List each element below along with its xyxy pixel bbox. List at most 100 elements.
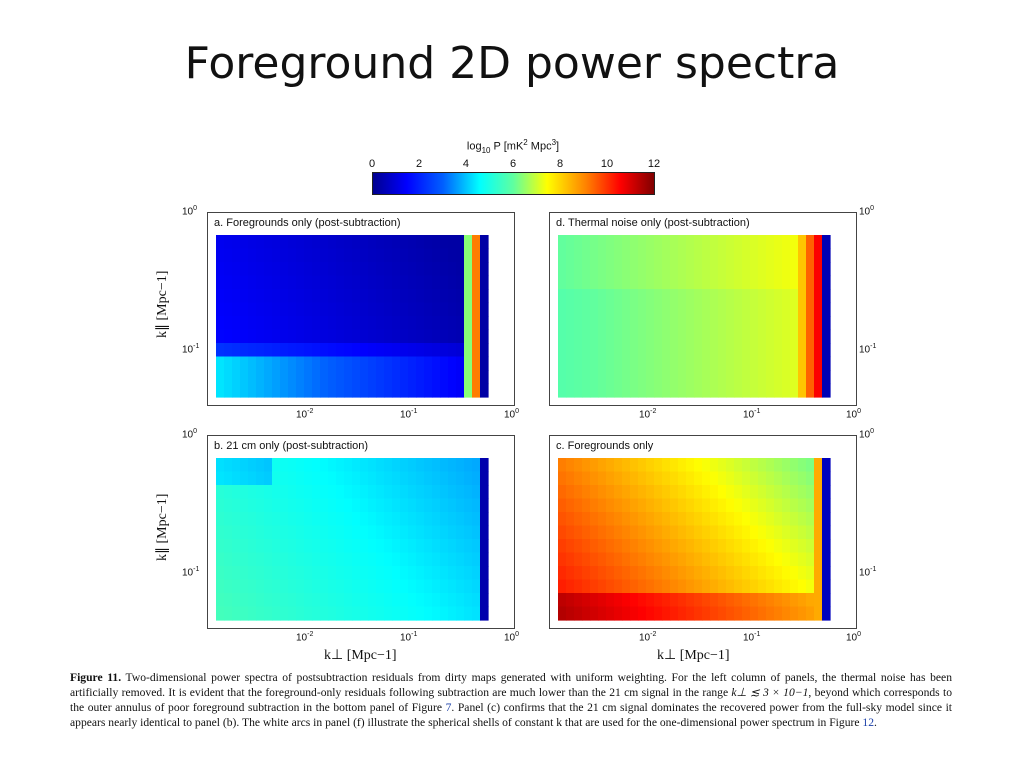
heatmap-cell (360, 316, 369, 331)
heatmap-cell (256, 525, 265, 540)
heatmap-cell (328, 329, 337, 344)
heatmap-cell (694, 552, 703, 567)
heatmap-cell (814, 606, 823, 621)
heatmap-cell (758, 275, 767, 290)
heatmap-cell (662, 471, 671, 486)
heatmap-cell (352, 498, 361, 513)
heatmap-cell (448, 525, 457, 540)
heatmap-cell (566, 539, 575, 554)
heatmap-cell (320, 235, 329, 250)
heatmap-cell (654, 383, 663, 398)
heatmap-cell (566, 275, 575, 290)
heatmap-cell (224, 370, 233, 385)
heatmap-cell (216, 458, 225, 473)
heatmap-cell (798, 383, 807, 398)
heatmap-cell (670, 248, 679, 263)
heatmap-cell (432, 316, 441, 331)
heatmap-cell (766, 552, 775, 567)
y-tick: 100 (859, 205, 875, 218)
heatmap-cell (694, 302, 703, 317)
heatmap-cell (456, 248, 465, 263)
heatmap-cell (344, 579, 353, 594)
heatmap-cell (750, 343, 759, 358)
heatmap-cell (622, 512, 631, 527)
heatmap-cell (742, 316, 751, 331)
heatmap-cell (694, 383, 703, 398)
heatmap-cell (766, 512, 775, 527)
heatmap-cell (686, 302, 695, 317)
heatmap-cell (232, 498, 241, 513)
x-tick: 100 (504, 631, 520, 644)
heatmap-cell (472, 525, 481, 540)
heatmap-cell (726, 606, 735, 621)
heatmap-cell (240, 370, 249, 385)
heatmap-cell (734, 329, 743, 344)
heatmap-cell (670, 302, 679, 317)
heatmap-cell (766, 593, 775, 608)
heatmap-cell (742, 606, 751, 621)
heatmap-cell (558, 329, 567, 344)
heatmap-cell (352, 525, 361, 540)
heatmap-cell (272, 539, 281, 554)
heatmap-cell (638, 329, 647, 344)
heatmap-cell (750, 275, 759, 290)
heatmap-cell (368, 383, 377, 398)
heatmap-cell (590, 383, 599, 398)
heatmap-cell (574, 458, 583, 473)
heatmap-cell (678, 289, 687, 304)
heatmap-cell (758, 329, 767, 344)
heatmap-cell (328, 356, 337, 371)
heatmap-cell (630, 525, 639, 540)
heatmap-cell (416, 566, 425, 581)
heatmap-cell (766, 302, 775, 317)
figure-link[interactable]: 12 (862, 716, 874, 729)
heatmap-cell (606, 343, 615, 358)
heatmap-cell (352, 343, 361, 358)
heatmap-cell (670, 498, 679, 513)
heatmap-cell (702, 343, 711, 358)
heatmap-cell (566, 370, 575, 385)
heatmap-cell (272, 566, 281, 581)
heatmap-cell (384, 316, 393, 331)
heatmap-cell (472, 343, 481, 358)
heatmap-cell (590, 471, 599, 486)
heatmap-cell (448, 343, 457, 358)
heatmap-cell (424, 525, 433, 540)
heatmap-cell (416, 235, 425, 250)
heatmap-cell (272, 302, 281, 317)
heatmap-cell (710, 606, 719, 621)
heatmap-cell (702, 289, 711, 304)
heatmap-cell (582, 458, 591, 473)
heatmap-cell (606, 248, 615, 263)
x-tick: 10-1 (400, 631, 418, 644)
heatmap-cell (248, 539, 257, 554)
heatmap-cell (646, 539, 655, 554)
heatmap-cell (582, 343, 591, 358)
heatmap-cell (384, 289, 393, 304)
heatmap-cell (464, 356, 473, 371)
heatmap-cell (472, 579, 481, 594)
heatmap-cell (328, 539, 337, 554)
heatmap-cell (758, 248, 767, 263)
heatmap-cell (352, 235, 361, 250)
heatmap-cell (296, 248, 305, 263)
heatmap-cell (614, 343, 623, 358)
heatmap-cell (472, 235, 481, 250)
heatmap-cell (622, 498, 631, 513)
figure-link[interactable]: 7 (445, 701, 452, 714)
heatmap-cell (806, 329, 815, 344)
heatmap-cell (408, 343, 417, 358)
heatmap-cell (448, 235, 457, 250)
heatmap-cell (590, 525, 599, 540)
heatmap-cell (240, 512, 249, 527)
heatmap-cell (256, 458, 265, 473)
heatmap-cell (742, 356, 751, 371)
heatmap-cell (806, 512, 815, 527)
heatmap-cell (582, 606, 591, 621)
heatmap-cell (614, 579, 623, 594)
heatmap-cell (718, 235, 727, 250)
heatmap-cell (670, 262, 679, 277)
heatmap-cell (232, 512, 241, 527)
heatmap-cell (678, 302, 687, 317)
heatmap-cell (232, 579, 241, 594)
